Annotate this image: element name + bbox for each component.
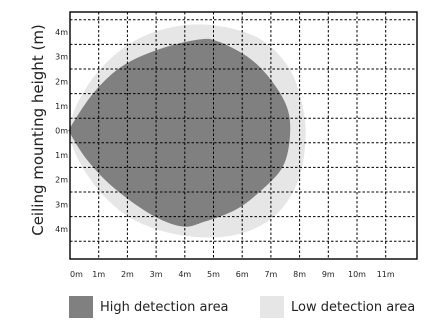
x-tick-label: 11m <box>377 270 395 279</box>
x-tick-label: 8m <box>293 270 306 279</box>
y-tick-label: 2m <box>55 176 68 185</box>
y-tick-label: 3m <box>55 200 68 209</box>
y-tick-label: 3m <box>55 53 68 62</box>
x-tick-label: 5m <box>207 270 220 279</box>
area-high <box>67 38 291 227</box>
y-tick-label: 2m <box>55 77 68 86</box>
legend-high-label: High detection area <box>100 299 229 315</box>
x-tick-label: 7m <box>264 270 277 279</box>
y-tick-label: 1m <box>55 102 68 111</box>
x-tick-label: 10m <box>348 270 366 279</box>
x-tick-label: 1m <box>92 270 105 279</box>
legend-high-swatch <box>69 296 93 318</box>
plot-frame <box>69 11 418 260</box>
y-tick-label: 4m <box>55 28 68 37</box>
legend-low-label: Low detection area <box>291 299 416 315</box>
y-tick-label: 4m <box>55 225 68 234</box>
y-tick-label: 0m <box>55 127 68 136</box>
x-tick-label: 9m <box>322 270 335 279</box>
legend-low-swatch <box>260 296 284 318</box>
plot-border <box>69 11 418 260</box>
x-tick-labels: 0m 1m 2m 3m 4m 5m 6m 7m 8m 9m 10m 11m <box>70 270 395 279</box>
x-tick-label: 6m <box>236 270 249 279</box>
legend-low: Low detection area <box>260 296 415 318</box>
x-tick-label: 0m <box>70 270 83 279</box>
x-tick-label: 2m <box>121 270 134 279</box>
grid-lines <box>70 12 417 259</box>
detection-areas <box>67 24 306 238</box>
legend-high: High detection area <box>69 296 229 318</box>
y-axis-label: Ceiling mounting height (m) <box>29 24 47 236</box>
x-tick-label: 3m <box>150 270 163 279</box>
x-tick-label: 4m <box>178 270 191 279</box>
y-tick-labels: 4m 3m 2m 1m 0m 1m 2m 3m 4m <box>55 28 68 234</box>
y-tick-label: 1m <box>55 151 68 160</box>
